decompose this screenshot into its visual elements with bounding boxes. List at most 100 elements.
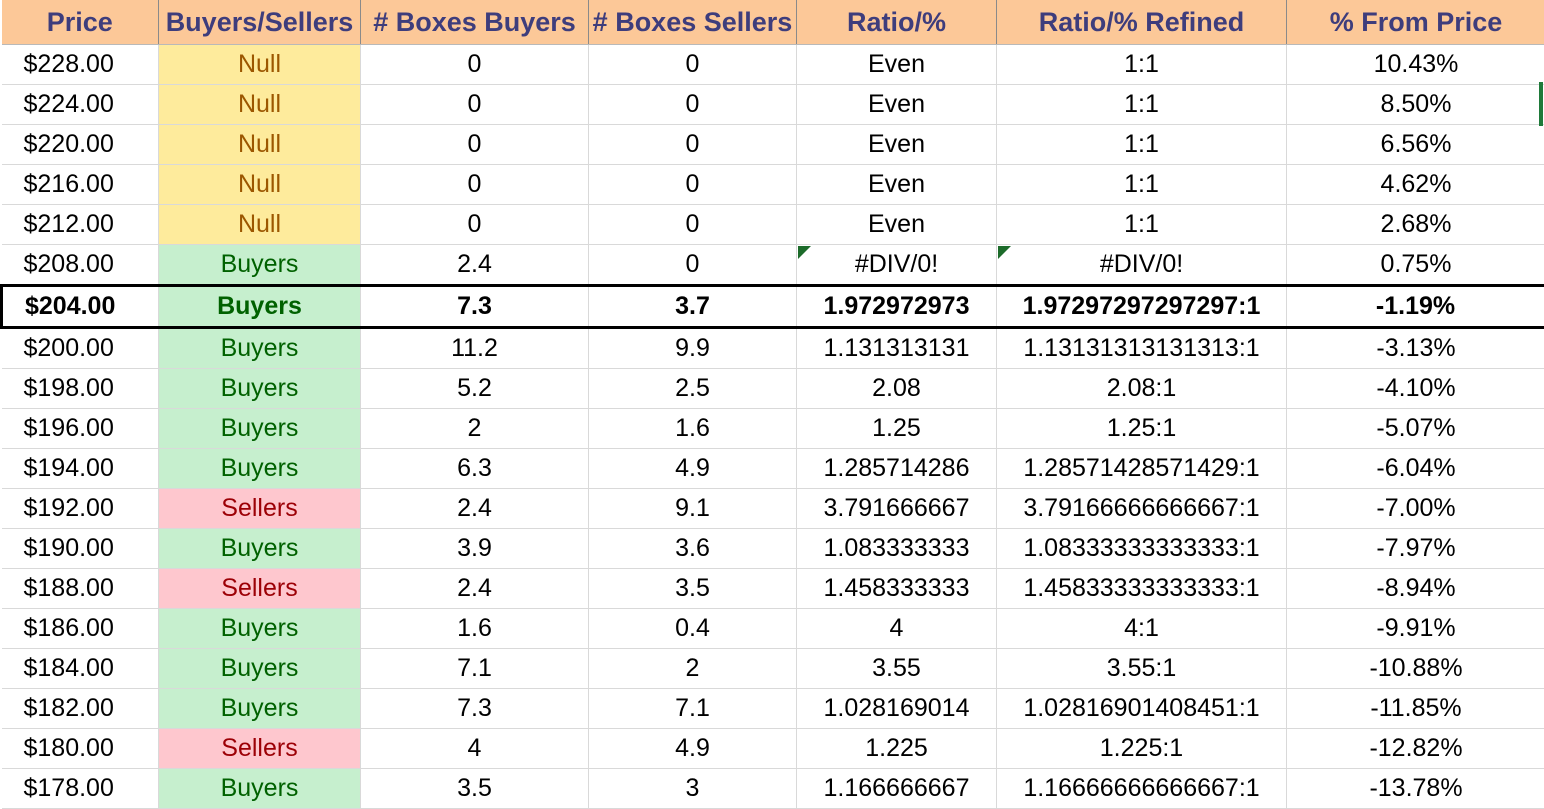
from-price-cell[interactable]: -10.88%: [1287, 649, 1544, 689]
ratio-cell[interactable]: Even: [797, 165, 997, 205]
boxes-sellers-cell[interactable]: 9.9: [589, 328, 797, 369]
boxes-sellers-cell[interactable]: 3.6: [589, 529, 797, 569]
price-cell[interactable]: $182.00: [2, 689, 159, 729]
side-cell[interactable]: Buyers: [159, 649, 361, 689]
ratio-refined-cell[interactable]: 4:1: [997, 609, 1287, 649]
boxes-buyers-cell[interactable]: 2.4: [361, 245, 589, 286]
side-cell[interactable]: Null: [159, 205, 361, 245]
price-cell[interactable]: $190.00: [2, 529, 159, 569]
from-price-cell[interactable]: -5.07%: [1287, 409, 1544, 449]
price-cell[interactable]: $220.00: [2, 125, 159, 165]
side-cell[interactable]: Buyers: [159, 245, 361, 286]
from-price-cell[interactable]: -4.10%: [1287, 369, 1544, 409]
ratio-refined-cell[interactable]: 1.08333333333333:1: [997, 529, 1287, 569]
from-price-cell[interactable]: -3.13%: [1287, 328, 1544, 369]
boxes-buyers-cell[interactable]: 0: [361, 85, 589, 125]
boxes-buyers-cell[interactable]: 11.2: [361, 328, 589, 369]
from-price-cell[interactable]: 4.62%: [1287, 165, 1544, 205]
from-price-cell[interactable]: -8.94%: [1287, 569, 1544, 609]
ratio-refined-cell[interactable]: 3.55:1: [997, 649, 1287, 689]
boxes-sellers-cell[interactable]: 0: [589, 245, 797, 286]
boxes-sellers-cell[interactable]: 0: [589, 85, 797, 125]
boxes-sellers-cell[interactable]: 3.7: [589, 286, 797, 328]
ratio-cell[interactable]: 2.08: [797, 369, 997, 409]
side-cell[interactable]: Null: [159, 85, 361, 125]
boxes-sellers-cell[interactable]: 3.5: [589, 569, 797, 609]
ratio-cell[interactable]: 1.131313131: [797, 328, 997, 369]
boxes-buyers-cell[interactable]: 2.4: [361, 489, 589, 529]
ratio-refined-cell[interactable]: 2.08:1: [997, 369, 1287, 409]
ratio-refined-cell[interactable]: 1:1: [997, 45, 1287, 85]
ratio-cell[interactable]: 1.972972973: [797, 286, 997, 328]
boxes-sellers-cell[interactable]: 0: [589, 125, 797, 165]
ratio-refined-cell[interactable]: 1.25:1: [997, 409, 1287, 449]
ratio-cell[interactable]: 1.028169014: [797, 689, 997, 729]
side-cell[interactable]: Buyers: [159, 369, 361, 409]
side-cell[interactable]: Sellers: [159, 729, 361, 769]
boxes-sellers-cell[interactable]: 1.6: [589, 409, 797, 449]
boxes-buyers-cell[interactable]: 6.3: [361, 449, 589, 489]
boxes-sellers-cell[interactable]: 7.1: [589, 689, 797, 729]
from-price-cell[interactable]: -7.00%: [1287, 489, 1544, 529]
column-header-boxes-sellers[interactable]: # Boxes Sellers: [589, 0, 797, 45]
ratio-cell[interactable]: 1.225: [797, 729, 997, 769]
boxes-buyers-cell[interactable]: 0: [361, 165, 589, 205]
side-cell[interactable]: Null: [159, 45, 361, 85]
boxes-sellers-cell[interactable]: 0: [589, 45, 797, 85]
side-cell[interactable]: Sellers: [159, 489, 361, 529]
ratio-cell[interactable]: 3.791666667: [797, 489, 997, 529]
ratio-refined-cell[interactable]: 1:1: [997, 85, 1287, 125]
boxes-sellers-cell[interactable]: 0.4: [589, 609, 797, 649]
boxes-sellers-cell[interactable]: 9.1: [589, 489, 797, 529]
ratio-refined-cell[interactable]: 1.45833333333333:1: [997, 569, 1287, 609]
ratio-refined-cell[interactable]: 1.16666666666667:1: [997, 769, 1287, 809]
from-price-cell[interactable]: 0.75%: [1287, 245, 1544, 286]
column-header-ratio[interactable]: Ratio/%: [797, 0, 997, 45]
column-header-boxes-buyers[interactable]: # Boxes Buyers: [361, 0, 589, 45]
ratio-refined-cell-with-error-indicator-icon[interactable]: #DIV/0!: [997, 245, 1287, 286]
boxes-buyers-cell[interactable]: 3.5: [361, 769, 589, 809]
side-cell[interactable]: Null: [159, 125, 361, 165]
price-cell[interactable]: $212.00: [2, 205, 159, 245]
boxes-buyers-cell[interactable]: 4: [361, 729, 589, 769]
from-price-cell[interactable]: -11.85%: [1287, 689, 1544, 729]
ratio-cell[interactable]: 3.55: [797, 649, 997, 689]
column-header-from-price[interactable]: % From Price: [1287, 0, 1544, 45]
ratio-refined-cell[interactable]: 3.79166666666667:1: [997, 489, 1287, 529]
side-cell[interactable]: Sellers: [159, 569, 361, 609]
boxes-buyers-cell[interactable]: 2: [361, 409, 589, 449]
column-header-price[interactable]: Price: [2, 0, 159, 45]
side-cell[interactable]: Buyers: [159, 769, 361, 809]
ratio-cell[interactable]: 1.083333333: [797, 529, 997, 569]
from-price-cell[interactable]: 10.43%: [1287, 45, 1544, 85]
from-price-cell[interactable]: -12.82%: [1287, 729, 1544, 769]
price-cell[interactable]: $184.00: [2, 649, 159, 689]
boxes-buyers-cell[interactable]: 7.3: [361, 689, 589, 729]
ratio-refined-cell[interactable]: 1.225:1: [997, 729, 1287, 769]
ratio-refined-cell[interactable]: 1:1: [997, 205, 1287, 245]
ratio-cell[interactable]: 1.166666667: [797, 769, 997, 809]
price-cell[interactable]: $188.00: [2, 569, 159, 609]
boxes-sellers-cell[interactable]: 4.9: [589, 449, 797, 489]
boxes-sellers-cell[interactable]: 2: [589, 649, 797, 689]
from-price-cell[interactable]: 6.56%: [1287, 125, 1544, 165]
boxes-buyers-cell[interactable]: 0: [361, 205, 589, 245]
boxes-buyers-cell[interactable]: 7.3: [361, 286, 589, 328]
boxes-buyers-cell[interactable]: 5.2: [361, 369, 589, 409]
side-cell[interactable]: Buyers: [159, 449, 361, 489]
boxes-buyers-cell[interactable]: 7.1: [361, 649, 589, 689]
price-cell[interactable]: $186.00: [2, 609, 159, 649]
column-header-ratio-refined[interactable]: Ratio/% Refined: [997, 0, 1287, 45]
from-price-cell[interactable]: 2.68%: [1287, 205, 1544, 245]
boxes-sellers-cell[interactable]: 0: [589, 165, 797, 205]
boxes-buyers-cell[interactable]: 2.4: [361, 569, 589, 609]
side-cell[interactable]: Buyers: [159, 409, 361, 449]
boxes-buyers-cell[interactable]: 0: [361, 45, 589, 85]
ratio-cell[interactable]: 1.285714286: [797, 449, 997, 489]
side-cell[interactable]: Buyers: [159, 328, 361, 369]
ratio-cell[interactable]: 4: [797, 609, 997, 649]
price-cell[interactable]: $208.00: [2, 245, 159, 286]
from-price-cell[interactable]: -7.97%: [1287, 529, 1544, 569]
boxes-sellers-cell[interactable]: 0: [589, 205, 797, 245]
ratio-cell[interactable]: 1.25: [797, 409, 997, 449]
